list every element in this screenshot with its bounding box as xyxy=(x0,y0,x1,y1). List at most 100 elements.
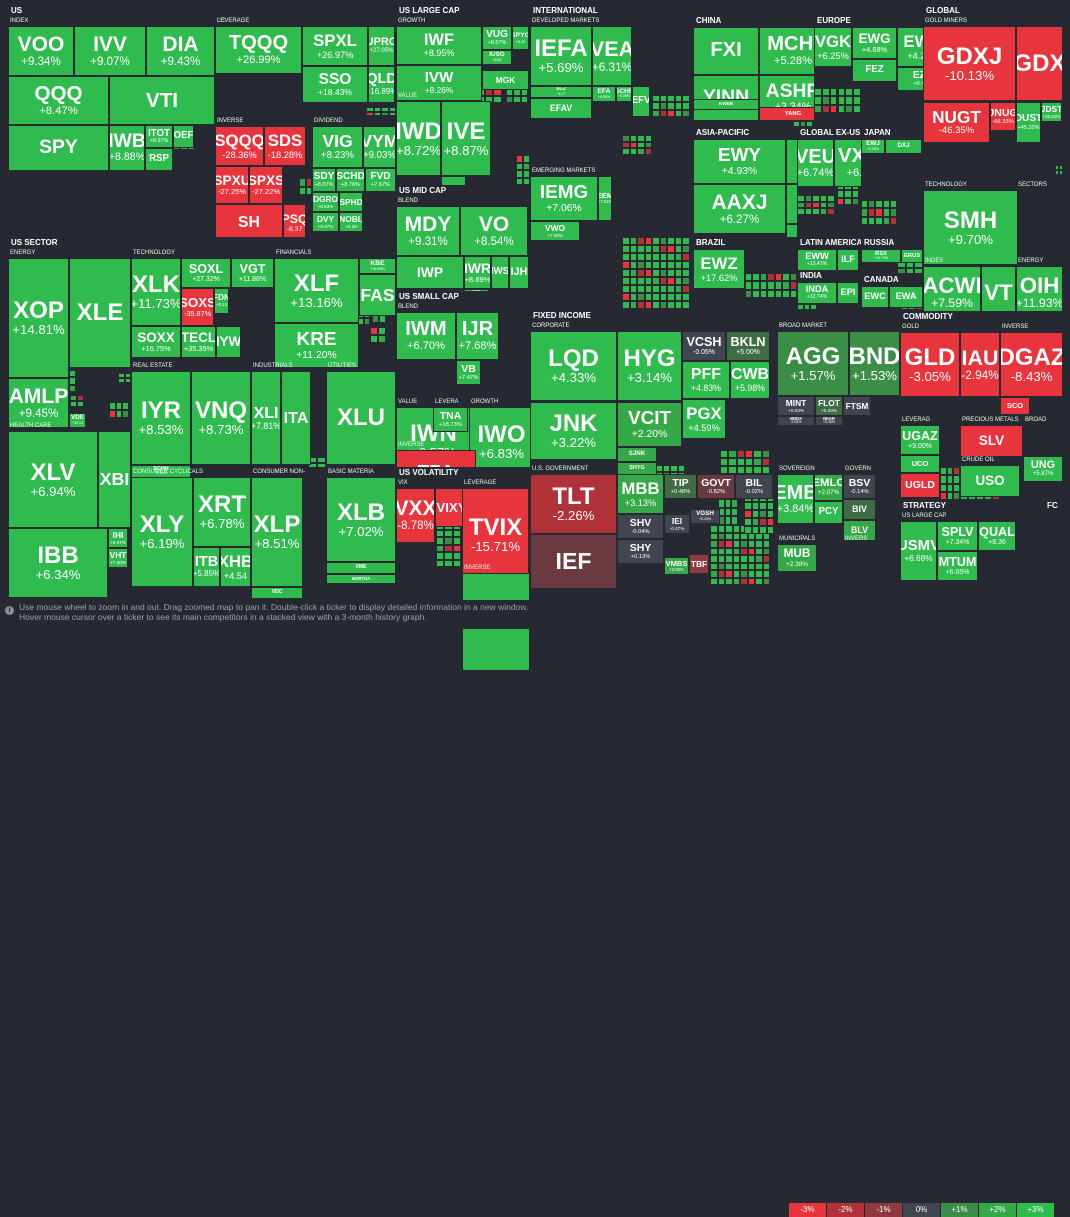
ticker-tile-fdn[interactable]: FDN +8.13 xyxy=(214,288,229,314)
small-tiles-cluster[interactable] xyxy=(299,178,312,195)
ticker-tile-gdxj[interactable]: GDXJ -10.13% xyxy=(923,26,1016,101)
ticker-tile-spyg[interactable]: SPYG+8.39 xyxy=(512,26,529,50)
ticker-tile-sphd[interactable]: SPHD xyxy=(339,192,363,212)
ticker-tile-mub[interactable]: MUB +2.38% xyxy=(777,544,817,572)
ticker-tile-spxl[interactable]: SPXL +26.97% xyxy=(302,26,368,66)
ticker-tile-voo[interactable]: VOO +9.34% xyxy=(8,26,74,76)
ticker-tile-vt[interactable]: VT xyxy=(981,266,1016,319)
ticker-tile-xlk[interactable]: XLK +11.73% xyxy=(131,258,181,326)
ticker-tile-oef[interactable]: OEF xyxy=(173,125,194,148)
ticker-tile-pff[interactable]: PFF +4.83% xyxy=(682,361,730,399)
ticker-tile-tip[interactable]: TIP +0.48% xyxy=(664,474,697,499)
ticker-tile-xlv[interactable]: XLV +6.94% xyxy=(8,431,98,528)
ticker-tile-eww[interactable]: EWW +13.41% xyxy=(797,249,837,271)
ticker-tile-ugaz[interactable]: UGAZ +9.00% xyxy=(900,425,940,455)
ticker-tile-ewa[interactable]: EWA xyxy=(889,286,923,308)
ticker-tile-xop[interactable]: XOP +14.81% xyxy=(8,258,69,378)
ticker-tile-acwi[interactable]: ACWI +7.59% xyxy=(923,266,981,319)
ticker-tile-xrt[interactable]: XRT +6.78% xyxy=(193,477,251,547)
ticker-tile-iwo[interactable]: IWO +6.83% xyxy=(469,407,534,476)
ticker-tile-nugt[interactable]: NUGT -46.35% xyxy=(923,102,990,143)
ticker-tile-mgk[interactable]: MGK xyxy=(482,70,529,90)
ticker-tile-fxi[interactable]: FXI xyxy=(693,27,759,75)
ticker-tile-spy[interactable]: SPY xyxy=(8,125,109,171)
ticker-tile-spxu[interactable]: SPXU -27.25% xyxy=(215,166,249,204)
ticker-tile-xbi[interactable]: XBI xyxy=(98,431,131,528)
ticker-tile-vde[interactable]: VDE +10.14 xyxy=(69,413,86,428)
ticker-tile-tqqq[interactable]: TQQQ +26.99% xyxy=(215,26,302,74)
ticker-tile-soxx[interactable]: SOXX +16.75% xyxy=(131,326,181,358)
ticker-tile-xhb[interactable]: XHB+4.54 xyxy=(220,547,251,587)
ticker-tile-schd[interactable]: SCHD +8.76% xyxy=(336,168,365,192)
ticker-tile-dvy[interactable]: DVY +9.37% xyxy=(312,212,339,232)
ticker-tile-epi[interactable]: EPI xyxy=(837,282,859,304)
ticker-tile-tlt[interactable]: TLT -2.26% xyxy=(530,474,617,534)
ticker-tile-govt[interactable]: GOVT -0.82% xyxy=(697,474,735,499)
ticker-tile-sjnk[interactable]: SJNK xyxy=(617,447,657,462)
ticker-tile-veu[interactable]: VEU +6.74% xyxy=(797,139,834,187)
ticker-tile-bsv[interactable]: BSV -0.14% xyxy=(843,474,876,499)
ticker-tile-gdx[interactable]: GDX xyxy=(1016,26,1063,101)
ticker-tile-tna[interactable]: TNA +18.73% xyxy=(433,407,468,432)
ticker-tile-vti[interactable]: VTI xyxy=(109,76,215,125)
ticker-tile-smh[interactable]: SMH +9.70% xyxy=(923,190,1018,265)
ticker-tile-near[interactable]: NEAR +0.28% xyxy=(815,416,843,426)
ticker-tile-itot[interactable]: ITOT +8.97% xyxy=(145,125,173,148)
ticker-tile-fez[interactable]: FEZ xyxy=(852,59,897,82)
ticker-tile-fas[interactable]: FAS xyxy=(359,274,396,316)
ticker-tile-tvix[interactable]: TVIX -15.71% xyxy=(462,488,529,582)
ticker-tile-vo[interactable]: VO +8.54% xyxy=(460,206,528,256)
ticker-tile-vgsh[interactable]: VGSH +0.10% xyxy=(690,509,720,524)
ticker-tile-ilf[interactable]: ILF xyxy=(837,249,859,271)
small-tiles-cluster[interactable] xyxy=(622,135,652,155)
ticker-tile-iemg[interactable]: IEMG +7.06% xyxy=(530,176,598,221)
ticker-tile-ugld[interactable]: UGLD xyxy=(900,473,940,498)
small-tiles-cluster[interactable] xyxy=(897,262,923,274)
ticker-tile-ewg[interactable]: EWG +4.68% xyxy=(852,27,897,59)
ticker-tile-ivv[interactable]: IVV +9.07% xyxy=(74,26,146,76)
small-tiles-cluster[interactable] xyxy=(366,107,396,116)
ticker-tile-pcy[interactable]: PCY xyxy=(814,501,843,524)
ticker-tile-dxj[interactable]: DXJ xyxy=(885,139,922,154)
small-tiles-cluster[interactable] xyxy=(516,155,530,185)
ticker-tile-vnq[interactable]: VNQ +8.73% xyxy=(191,371,251,465)
ticker-tile-iyr[interactable]: IYR +8.53% xyxy=(131,371,191,465)
ticker-tile-xme[interactable]: XME xyxy=(326,562,396,574)
ticker-tile-ftsm[interactable]: FTSM xyxy=(843,396,871,416)
ticker-tile-amlp[interactable]: AMLP +9.45% xyxy=(8,378,69,428)
ticker-tile-bnd[interactable]: BND +1.53% xyxy=(849,331,900,396)
ticker-tile-iwp[interactable]: IWP xyxy=(396,256,464,289)
ticker-tile-jnk[interactable]: JNK +3.22% xyxy=(530,402,617,460)
small-tiles-cluster[interactable] xyxy=(308,457,326,468)
ticker-tile-scz[interactable]: SCZ +5.77 xyxy=(530,86,592,98)
ticker-tile-pgx[interactable]: PGX +4.59% xyxy=(682,399,726,439)
ticker-tile-eem[interactable]: EEM+7.21% xyxy=(598,176,612,221)
ticker-tile-mortga[interactable]: MORTGA xyxy=(326,574,396,584)
ticker-tile-dgaz[interactable]: DGAZ -8.43% xyxy=(1000,332,1063,397)
ticker-tile-efa[interactable]: EFA +6.05% xyxy=(592,86,616,102)
ticker-tile-vig[interactable]: VIG +8.23% xyxy=(312,126,363,168)
ticker-tile-efav[interactable]: EFAV xyxy=(530,98,592,119)
ticker-tile-uco[interactable]: UCO xyxy=(900,455,940,473)
ticker-tile-biv[interactable]: BIV xyxy=(843,499,876,520)
ticker-tile-ewc[interactable]: EWC xyxy=(861,286,889,308)
ticker-tile-iefa[interactable]: IEFA +5.69% xyxy=(530,26,592,86)
ticker-tile-yinn[interactable]: YINN xyxy=(693,75,759,121)
small-tiles-cluster[interactable] xyxy=(506,89,528,103)
ticker-tile-lqd[interactable]: LQD +4.33% xyxy=(530,331,617,401)
ticker-tile-vxx[interactable]: VXX -8.78% xyxy=(396,488,435,543)
ticker-tile-fvd[interactable]: FVD +7.67% xyxy=(365,168,396,192)
ticker-tile-ita[interactable]: ITA xyxy=(281,371,311,465)
ticker-tile-xly[interactable]: XLY +6.19% xyxy=(131,477,193,587)
small-tiles-cluster[interactable] xyxy=(70,395,84,407)
ticker-tile-xli[interactable]: XLI +7.81% xyxy=(251,371,281,465)
ticker-tile-iusg[interactable]: IUSG +8.52 xyxy=(482,50,512,65)
ticker-tile-gld[interactable]: GLD -3.05% xyxy=(900,332,960,397)
ticker-tile-jdst[interactable]: JDST +30.63% xyxy=(1041,102,1062,122)
ticker-tile-soxs[interactable]: SOXS-35.87% xyxy=(181,288,214,326)
ticker-tile-ibb[interactable]: IBB +6.34% xyxy=(8,528,108,598)
ticker-tile-iwb[interactable]: IWB +8.88% xyxy=(109,125,145,171)
ticker-tile-ewy[interactable]: EWY +4.93% xyxy=(693,139,786,184)
ticker-tile-ief[interactable]: IEF xyxy=(530,534,617,589)
ticker-tile-slv[interactable]: SLV xyxy=(960,425,1023,457)
